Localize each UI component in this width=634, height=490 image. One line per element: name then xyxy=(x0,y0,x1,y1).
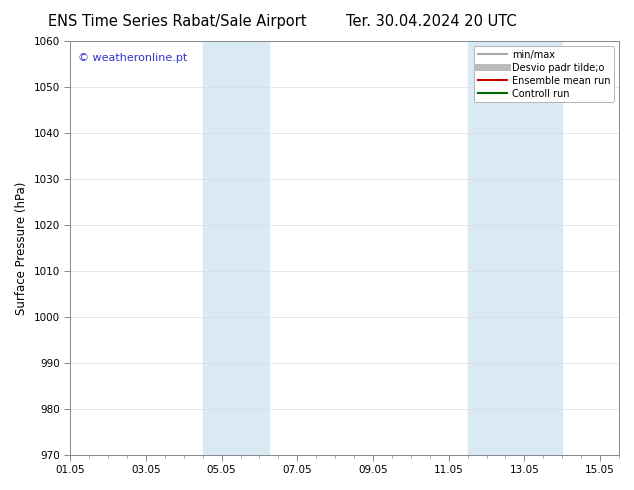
Legend: min/max, Desvio padr tilde;o, Ensemble mean run, Controll run: min/max, Desvio padr tilde;o, Ensemble m… xyxy=(474,46,614,102)
Text: © weatheronline.pt: © weatheronline.pt xyxy=(79,53,188,64)
Text: ENS Time Series Rabat/Sale Airport: ENS Time Series Rabat/Sale Airport xyxy=(48,14,307,29)
Bar xyxy=(203,41,269,455)
Text: Ter. 30.04.2024 20 UTC: Ter. 30.04.2024 20 UTC xyxy=(346,14,517,29)
Bar xyxy=(468,41,562,455)
Y-axis label: Surface Pressure (hPa): Surface Pressure (hPa) xyxy=(15,181,28,315)
